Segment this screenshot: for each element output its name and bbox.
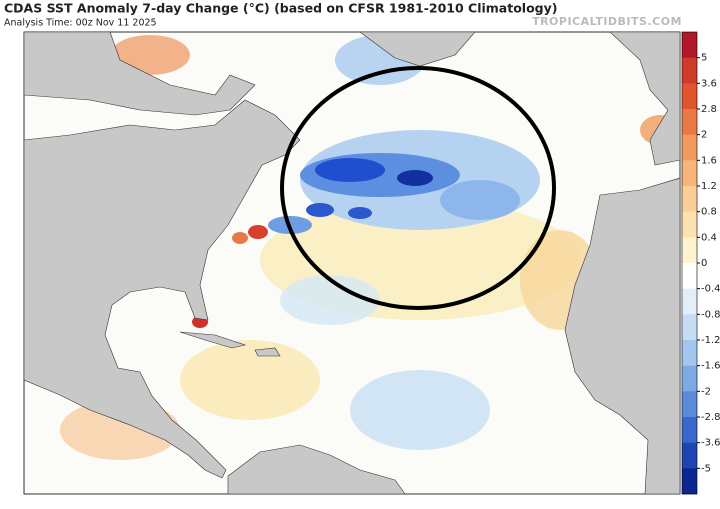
- colorbar-segment: [682, 134, 697, 161]
- colorbar-tick-label: 2: [701, 130, 707, 141]
- colorbar-tick-label: 1.6: [701, 155, 717, 166]
- colorbar-tick-label: 0.8: [701, 207, 717, 218]
- colorbar-segment: [682, 160, 697, 187]
- analysis-time: Analysis Time: 00z Nov 11 2025: [4, 18, 157, 29]
- colorbar-tick-label: -5: [701, 463, 711, 474]
- colorbar-segment: [682, 314, 697, 341]
- colorbar-segment: [682, 109, 697, 135]
- colorbar-segment: [682, 417, 697, 443]
- colorbar-segment: [682, 391, 697, 418]
- colorbar-segment: [682, 57, 697, 84]
- colorbar-tick-label: 5: [701, 53, 707, 64]
- colorbar-tick-label: -0.4: [701, 284, 720, 295]
- watermark: TROPICALTIDBITS.COM: [532, 15, 682, 28]
- colorbar-tick-label: 0.4: [701, 232, 717, 243]
- colorbar-segment: [682, 442, 697, 469]
- colorbar-segment: [682, 340, 697, 366]
- colorbar-segment: [682, 83, 697, 110]
- map-area: [23, 31, 681, 495]
- colorbar-segment: [682, 365, 697, 392]
- colorbar-segment: [682, 186, 697, 212]
- colorbar-tick-label: 3.6: [701, 78, 717, 89]
- colorbar-segment: [682, 32, 697, 58]
- colorbar-segment: [682, 263, 697, 289]
- colorbar-tick-label: -1.6: [701, 361, 720, 372]
- colorbar-tick-label: 2.8: [701, 104, 717, 115]
- colorbar: 5 3.6 2.8 2 1.6 1.2 0.8 0.4 0 -0.4 -0.8 -1.2 -1.6 -2 -…: [681, 31, 720, 495]
- anomaly-field: [60, 35, 680, 460]
- colorbar-tick-label: -2.8: [701, 412, 720, 423]
- colorbar-tick-label: -1.2: [701, 335, 720, 346]
- highlight-circle: [280, 66, 556, 310]
- colorbar-segment: [682, 468, 697, 495]
- colorbar-tick-label: -0.8: [701, 309, 720, 320]
- colorbar-segment: [682, 288, 697, 315]
- colorbar-segment: [682, 211, 697, 238]
- colorbar-segment: [682, 237, 697, 264]
- colorbar-tick-label: 0: [701, 258, 707, 269]
- colorbar-tick-label: -3.6: [701, 438, 720, 449]
- colorbar-tick-label: 1.2: [701, 181, 717, 192]
- colorbar-tick-label: -2: [701, 386, 711, 397]
- map-title: CDAS SST Anomaly 7-day Change (°C) (base…: [4, 1, 558, 16]
- land: [24, 32, 680, 494]
